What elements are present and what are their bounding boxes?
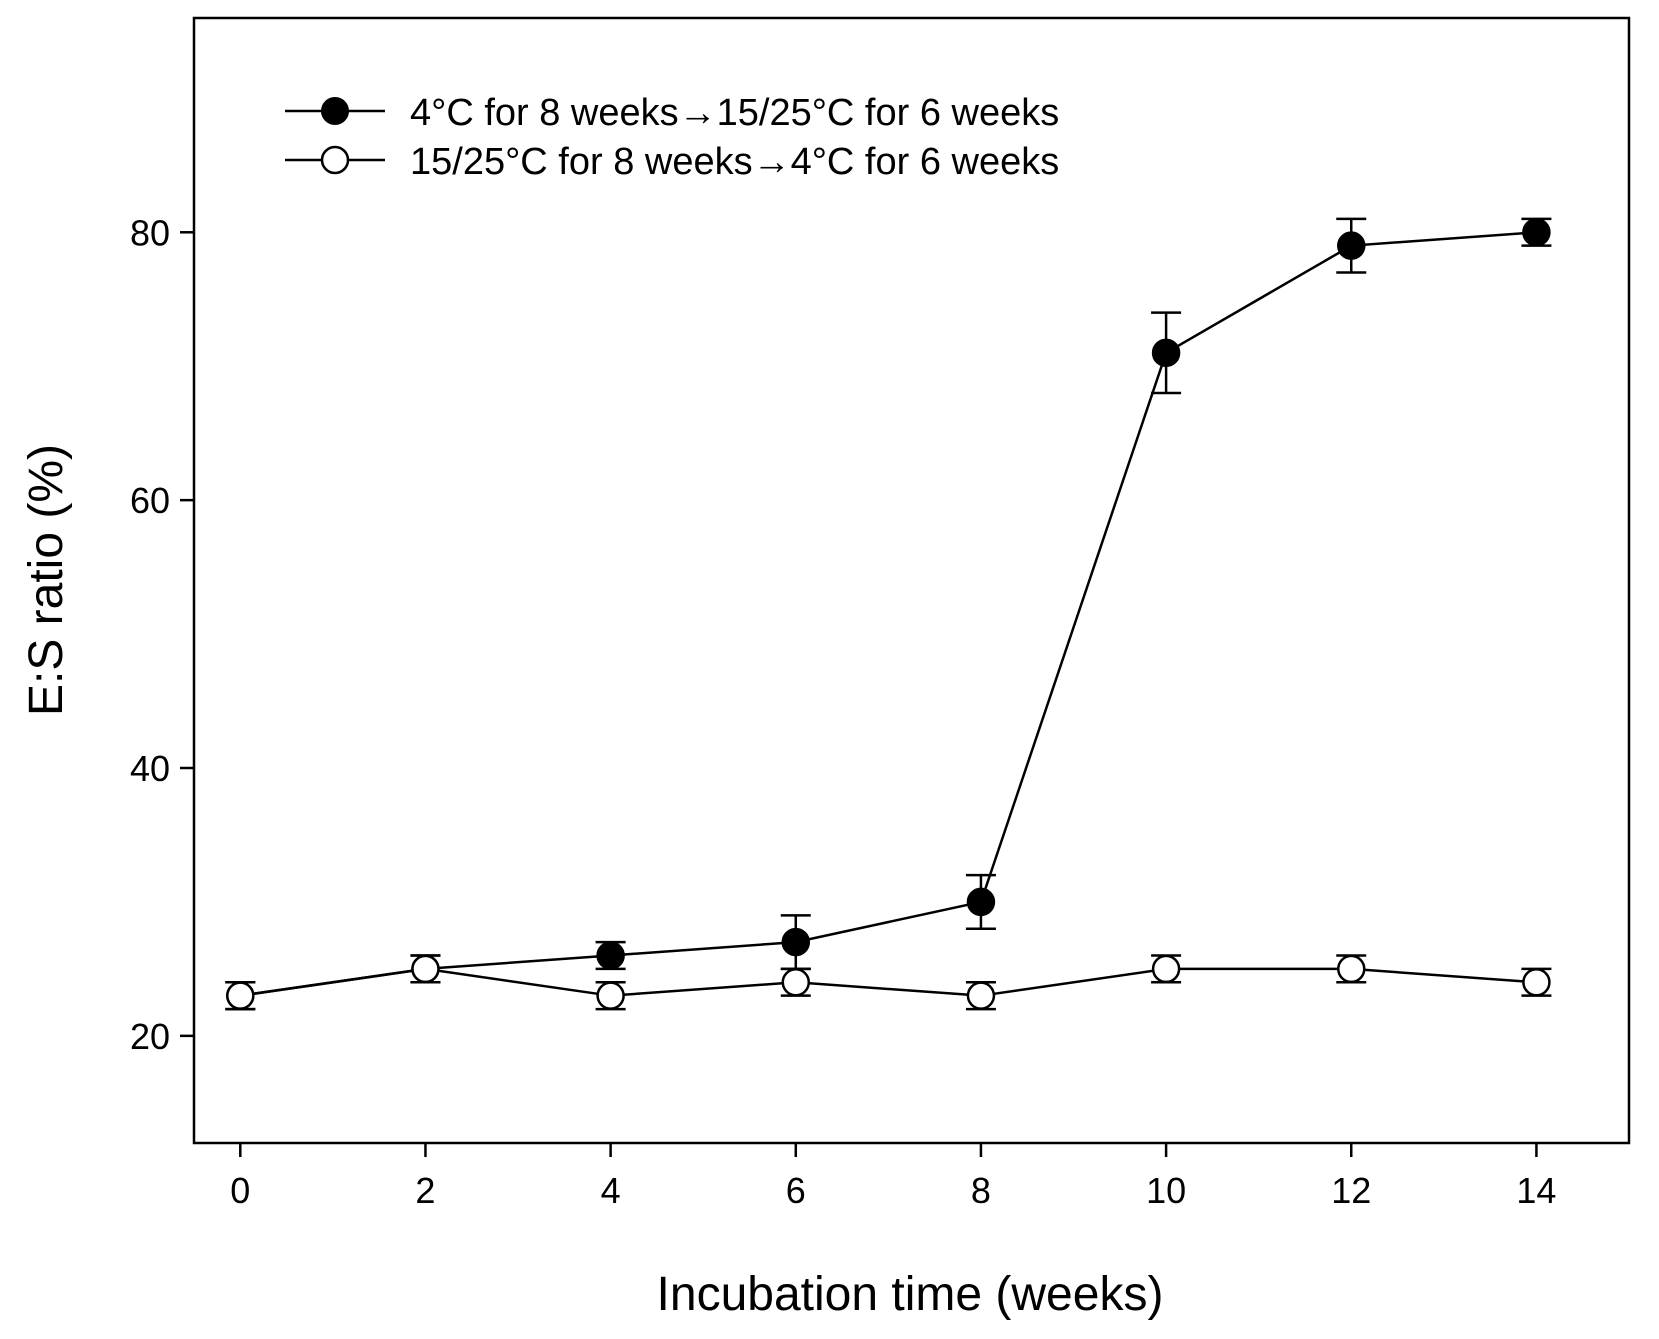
data-point-marker: [1337, 231, 1366, 260]
series-1-point-12: [1336, 217, 1367, 274]
legend-label-2: 15/25°C for 8 weeks→4°C for 6 weeks: [410, 141, 1059, 183]
x-tick-label-6: 6: [786, 1170, 806, 1211]
series-1-point-4: [595, 940, 626, 971]
plot-area-frame: [192, 16, 1631, 1145]
x-tick-label-14: 14: [1516, 1170, 1556, 1211]
y-axis-title: E:S ratio (%): [20, 444, 73, 716]
y-tick-label-80: 80: [130, 212, 170, 253]
series-1-line: [240, 231, 1537, 997]
x-axis: 0 2 4 6 8 10 12 14: [230, 1143, 1556, 1211]
series-2-point-4: [595, 981, 626, 1011]
data-point-marker: [596, 941, 625, 970]
data-point-marker: [781, 968, 811, 997]
data-point-marker: [596, 981, 625, 1010]
data-point-marker: [1151, 954, 1181, 984]
legend-marker-2: [320, 145, 350, 175]
data-point-marker: [966, 981, 996, 1010]
x-tick-label-0: 0: [230, 1170, 250, 1211]
x-tick-label-4: 4: [601, 1170, 621, 1211]
x-tick-label-2: 2: [415, 1170, 435, 1211]
data-point-marker: [781, 927, 811, 957]
y-axis: 20 40 60 80: [130, 212, 194, 1057]
legend-marker-1: [321, 97, 349, 125]
legend-label-1: 4°C for 8 weeks→15/25°C for 6 weeks: [410, 92, 1059, 134]
series-1-point-14: [1521, 217, 1552, 247]
data-point-marker: [1522, 968, 1551, 997]
series-2-point-12: [1336, 954, 1367, 984]
data-point-marker: [1522, 218, 1551, 247]
series-2-point-0: [225, 981, 256, 1011]
series-1-point-10: [1151, 311, 1182, 395]
series-2-line: [240, 967, 1537, 997]
series-1-point-8: [965, 873, 996, 930]
y-tick-label-40: 40: [130, 748, 170, 789]
series-2-point-14: [1521, 967, 1552, 997]
series-layer: [225, 217, 1552, 1011]
data-point-marker: [411, 954, 440, 984]
data-point-marker: [1151, 338, 1181, 368]
x-axis-title: Incubation time (weeks): [657, 1268, 1164, 1321]
x-tick-label-12: 12: [1331, 1170, 1371, 1211]
series-2-point-6: [780, 967, 811, 997]
y-tick-label-60: 60: [130, 480, 170, 521]
series-2-point-2: [410, 954, 441, 984]
data-point-marker: [1337, 954, 1366, 984]
y-tick-label-20: 20: [130, 1016, 170, 1057]
series-2-point-8: [965, 981, 996, 1011]
data-point-marker: [226, 981, 255, 1010]
x-tick-label-10: 10: [1146, 1170, 1186, 1211]
legend: 4°C for 8 weeks→15/25°C for 6 weeks 15/2…: [285, 92, 1059, 183]
x-tick-label-8: 8: [971, 1170, 991, 1211]
series-1-point-6: [780, 914, 811, 971]
series-2-point-10: [1151, 954, 1182, 984]
data-point-marker: [966, 887, 996, 917]
